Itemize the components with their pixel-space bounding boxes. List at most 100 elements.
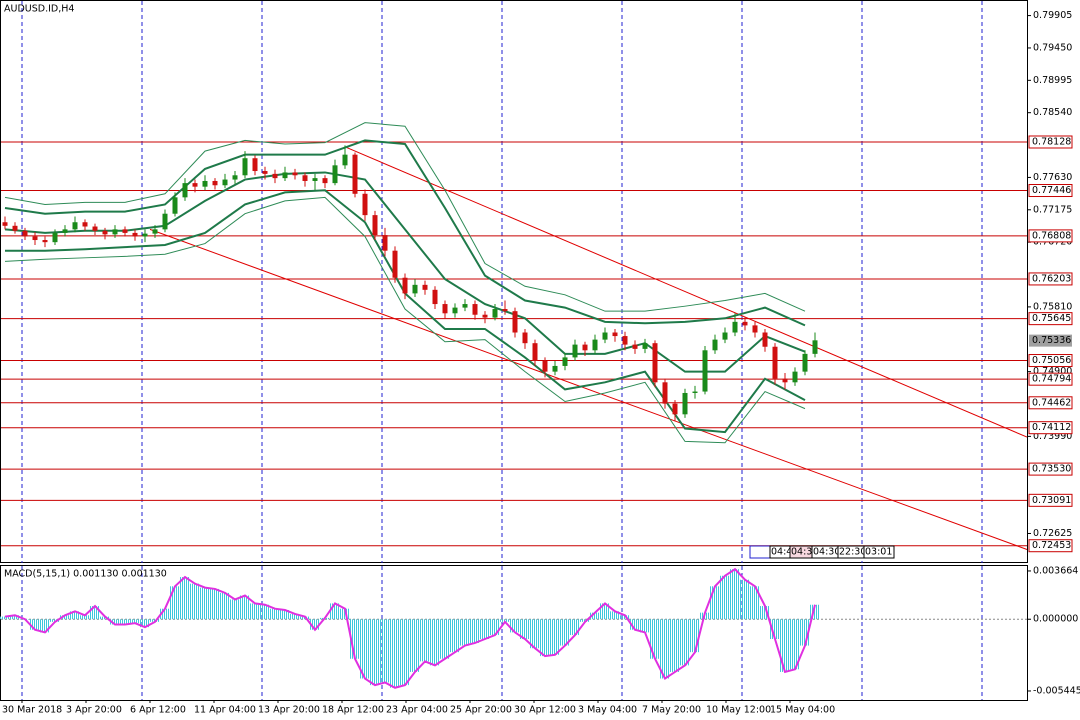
macd-bar: [760, 606, 770, 620]
candle-body: [212, 180, 218, 186]
candle-body: [722, 332, 728, 340]
level-label-box: [1028, 421, 1073, 435]
candle-body: [552, 365, 558, 372]
x-tick-label: 6 Apr 12:00: [130, 705, 186, 716]
macd-bar: [120, 619, 130, 625]
price-frame: [0, 0, 1028, 563]
candle-body: [472, 304, 478, 315]
macd-bar: [310, 619, 320, 630]
x-tick-label: 23 Apr 04:00: [386, 705, 448, 716]
candle-body: [582, 344, 588, 351]
candle-body: [652, 343, 658, 383]
y-tick-label: 0.75810: [1033, 301, 1072, 312]
level-label: 0.72453: [1032, 540, 1071, 551]
trend-line: [149, 228, 1028, 550]
macd-bar: [290, 613, 300, 620]
candle-body: [732, 321, 738, 333]
macd-bar: [230, 599, 240, 620]
macd-bar: [560, 619, 570, 646]
candle-body: [192, 183, 198, 187]
candle-body: [712, 339, 718, 351]
last-price-label: 0.75336: [1032, 335, 1071, 346]
candle-body: [622, 336, 628, 345]
candle-body: [642, 343, 648, 349]
macd-bar: [460, 619, 470, 646]
candle-body: [382, 235, 388, 251]
macd-bar: [90, 606, 100, 620]
x-tick-label: 3 Apr 20:00: [66, 705, 122, 716]
macd-bar: [280, 610, 290, 620]
candle-body: [62, 229, 68, 233]
candle-body: [762, 332, 768, 347]
candle-body: [322, 178, 328, 184]
level-label: 0.76808: [1032, 230, 1071, 241]
macd-bar: [530, 619, 540, 649]
candle-body: [252, 158, 258, 172]
macd-bar: [510, 619, 520, 633]
candle-body: [782, 378, 788, 383]
x-tick-label: 30 Apr 12:00: [514, 705, 576, 716]
candle-body: [752, 325, 758, 333]
macd-bar: [10, 615, 20, 620]
macd-bar: [810, 604, 820, 620]
macd-line: [4, 567, 816, 689]
level-label-box: [1028, 462, 1073, 476]
level-label-box: [1028, 135, 1073, 149]
candle-body: [612, 332, 618, 337]
band-line: [4, 196, 806, 444]
candle-body: [562, 357, 568, 366]
macd-bar: [480, 619, 490, 639]
candle-body: [802, 353, 808, 372]
macd-bar: [160, 608, 170, 620]
macd-title: MACD(5,15,1) 0.001130 0.001130: [4, 569, 167, 580]
level-label: 0.75645: [1032, 313, 1071, 324]
candle-body: [172, 197, 178, 214]
x-tick-label: 15 May 04:00: [770, 705, 835, 716]
candle-body: [682, 392, 688, 415]
candle-body: [432, 289, 438, 305]
macd-bar: [250, 603, 260, 620]
macd-bar: [390, 619, 400, 688]
candle-body: [42, 240, 48, 243]
macd-bar: [410, 619, 420, 672]
candle-body: [522, 332, 528, 344]
macd-bar: [680, 619, 690, 666]
x-tick-label: 3 May 04:00: [578, 705, 637, 716]
candle-body: [22, 230, 28, 237]
macd-bar: [240, 595, 250, 620]
x-tick-label: 11 Apr 04:00: [194, 705, 256, 716]
candle-body: [482, 314, 488, 318]
candle-body: [812, 340, 818, 354]
candle-body: [2, 222, 8, 226]
candle-body: [412, 284, 418, 294]
macd-bar: [590, 612, 600, 620]
candle-body: [592, 339, 598, 351]
macd-bar: [180, 577, 190, 620]
band-line: [4, 122, 806, 312]
level-label-box: [1028, 272, 1073, 286]
y-tick-label: 0.77175: [1033, 204, 1072, 215]
level-label: 0.75056: [1032, 355, 1071, 366]
y-tick-label: 0.003664: [1033, 565, 1078, 576]
x-tick-label: 30 Mar 2018: [2, 705, 62, 716]
level-label-box: [1028, 229, 1073, 243]
candle-body: [352, 154, 358, 194]
x-tick-label: 25 Apr 20:00: [450, 705, 512, 716]
candle-body: [492, 309, 498, 318]
candle-body: [602, 332, 608, 340]
candle-body: [692, 391, 698, 393]
time-box-label: 04:4: [771, 547, 792, 558]
time-box: [863, 545, 895, 559]
macd-bar: [710, 586, 720, 620]
macd-bar: [0, 616, 10, 620]
candle-body: [442, 304, 448, 314]
candle-body: [152, 229, 158, 234]
candle-body: [292, 172, 298, 176]
x-tick-label: 18 Apr 12:00: [322, 705, 384, 716]
macd-bar: [40, 619, 50, 633]
macd-bar: [740, 579, 750, 620]
macd-bar: [780, 619, 790, 672]
y-tick-label: 0.000000: [1033, 614, 1078, 625]
candle-body: [502, 309, 508, 312]
macd-bar: [520, 619, 530, 639]
